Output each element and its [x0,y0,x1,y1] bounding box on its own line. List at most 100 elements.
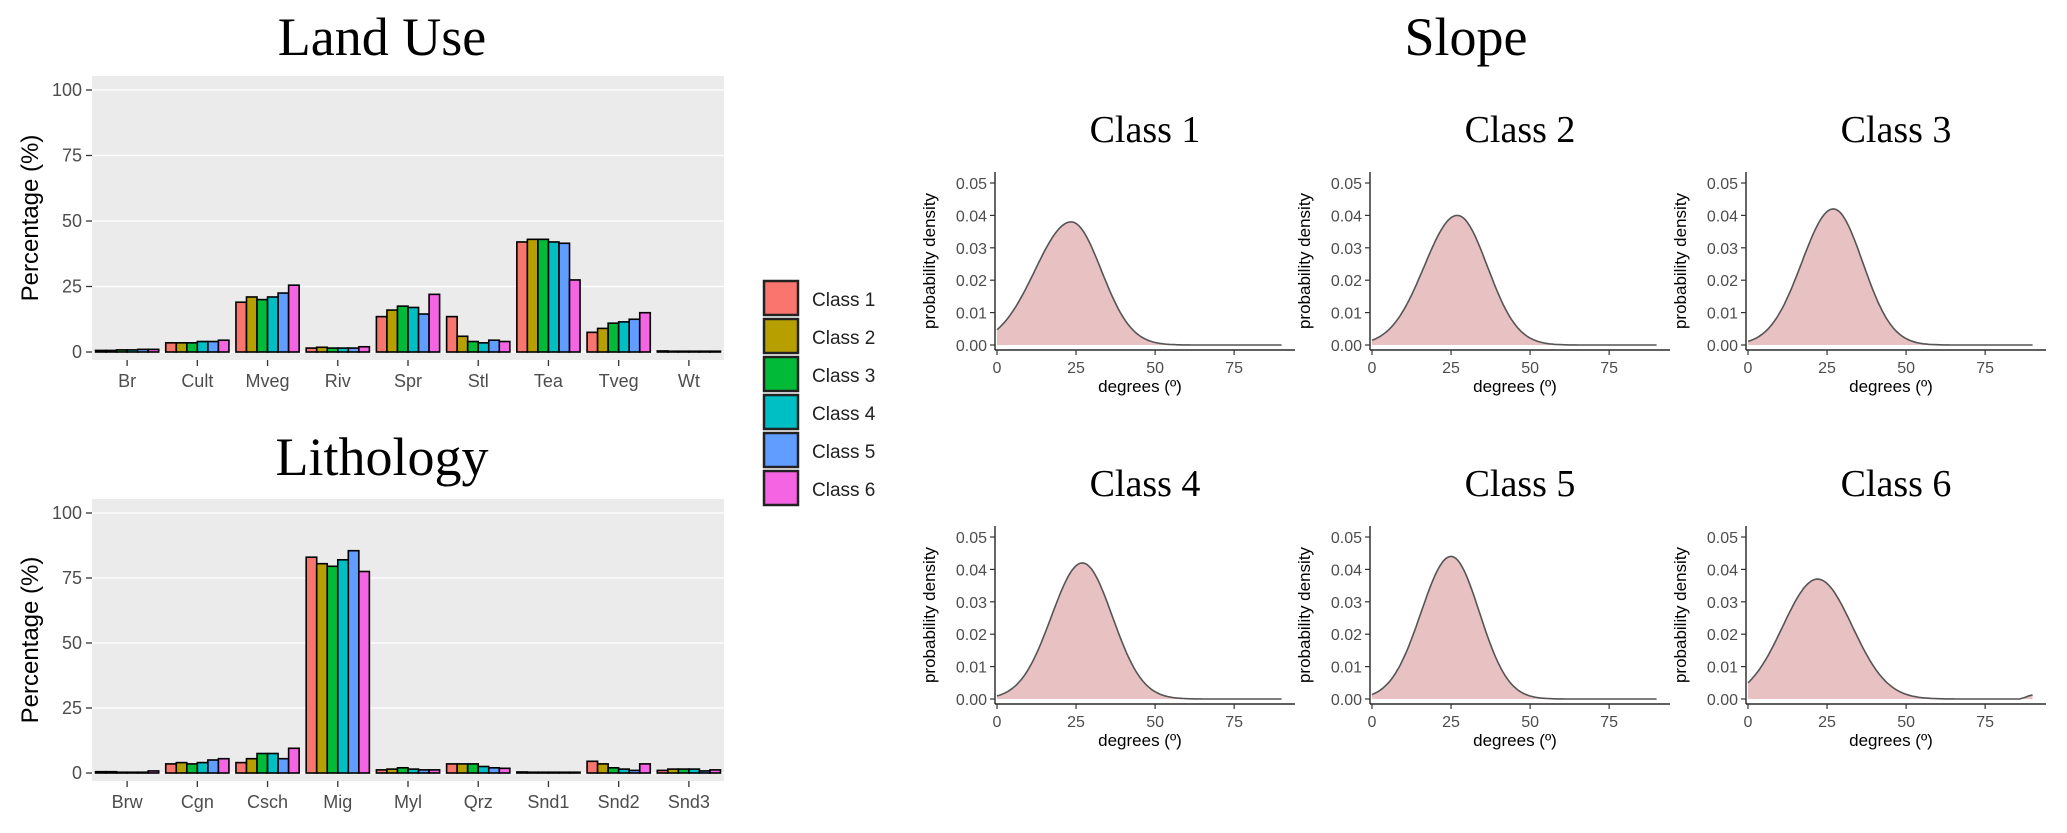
lithology-bar [628,769,641,774]
slope-panel-2-y-tick-label: 0.02 [1331,273,1362,290]
land-use-y-tick-label: 75 [62,146,82,166]
land-use-bar [688,350,701,353]
land-use-bar [115,349,128,353]
land-use-title: Land Use [278,7,486,67]
lithology-bar [667,768,680,774]
land-use-y-axis-label: Percentage (%) [17,135,44,302]
land-use-bar [164,342,178,353]
legend-label-class-3: Class 3 [812,366,875,387]
land-use-x-tick-label: Mveg [246,371,290,391]
lithology-bar [487,766,501,774]
slope-panel-2-title: Class 2 [1465,109,1576,151]
slope-panel-1-y-tick-label: 0.04 [956,208,987,225]
slope-panel-3-y-tick-label: 0.00 [1707,338,1738,355]
lithology-y-axis-label: Percentage (%) [17,557,44,724]
slope-panel-4-density-line [996,562,1282,700]
slope-panel-5-x-tick-label: 50 [1521,714,1539,731]
lithology-bar [498,767,511,774]
land-use-bar [207,340,220,353]
land-use-bar [277,292,290,353]
land-use-bar [136,348,149,353]
lithology-bar [568,771,581,774]
land-use-bar [547,241,560,353]
lithology-x-tick-label: Snd3 [668,792,710,812]
lithology-bar [547,771,560,774]
slope-panel-6-title: Class 6 [1841,463,1952,505]
slope-panel-5-y-tick-label: 0.00 [1331,692,1362,709]
slope-panel-6-density-line [1747,578,2033,700]
slope-panel-4-x-tick-label: 50 [1146,714,1164,731]
lithology-bar [94,770,107,774]
slope-panel-5-density-line [1371,555,1657,700]
slope-panel-6-x-axis-label: degrees (º) [1849,731,1933,750]
slope-panel-5-x-axis-label: degrees (º) [1473,731,1557,750]
lithology-bar [196,761,209,774]
slope-panel-2-y-axis-label: probability density [1295,192,1314,329]
legend: Class 1 Class 2 Class 3 Class 4 Class 5 … [762,279,876,507]
legend-key-class-4 [762,393,800,431]
slope-panel-1-x-axis-label: degrees (º) [1098,377,1182,396]
slope-panel-4-x-axis-label: degrees (º) [1098,731,1182,750]
slope-panel-3-y-tick-label: 0.04 [1707,208,1738,225]
land-use-bar [568,279,581,353]
land-use-bar [638,311,652,353]
legend-label-class-2: Class 2 [812,328,875,349]
slope-panels: Class 1 0.00 0.01 0.02 0.03 0.04 0.05 0 25 50 75 de… [920,109,2046,750]
slope-panel-1-y-axis-label: probability density [920,192,939,329]
land-use-bar [287,284,300,353]
land-use-x-tick-label: Tveg [599,371,639,391]
land-use-bar [417,313,430,353]
lithology-bar [277,757,290,774]
land-use-bar [586,331,599,353]
lithology-bar [375,769,388,774]
lithology-bar [537,771,550,774]
legend-label-class-6: Class 6 [812,480,875,501]
land-use-bar [266,296,279,353]
lithology-x-tick-label: Brw [112,792,144,812]
land-use-bar [375,315,388,353]
lithology-bar [164,763,178,774]
slope-panel-5-y-tick-label: 0.01 [1331,660,1362,677]
land-use-bar [656,350,669,353]
slope-panel-4-y-tick-label: 0.05 [956,530,987,547]
slope-panel-3-x-tick-label: 75 [1976,360,1994,377]
slope-panel-3-density-line [1747,208,2033,346]
land-use-bar [558,242,571,353]
slope-panel-6-y-tick-label: 0.02 [1707,627,1738,644]
slope-panel-3-y-tick-label: 0.01 [1707,306,1738,323]
land-use-bar [428,293,441,353]
lithology-bar [147,770,160,774]
slope-panel-2-y-tick-label: 0.00 [1331,338,1362,355]
slope-panel-1-x-tick-label: 0 [993,360,1002,377]
lithology-y-tick-label: 100 [52,503,82,523]
land-use-bar [336,347,350,353]
slope-panel-5-x-tick-label: 75 [1600,714,1618,731]
lithology-x-tick-label: Cgn [181,792,214,812]
slope-panel-1-y-tick-label: 0.02 [956,273,987,290]
lithology-bar [315,562,329,774]
lithology-chart: 0 25 50 75 100 Percentage (%) Brw Cgn Csch Mig Myl… [17,499,724,812]
land-use-y-tick-label: 25 [62,277,82,297]
slope-panel-6-density-area [1748,579,2033,699]
slope-panel-1-y-tick-label: 0.05 [956,176,987,193]
lithology-bar [677,768,690,774]
legend-label-class-4: Class 4 [812,404,876,425]
lithology-x-tick-label: Mig [323,792,352,812]
slope-title: Slope [1404,7,1527,67]
land-use-bar [445,315,458,353]
land-use-bar [315,346,329,353]
slope-panel-3-y-tick-label: 0.02 [1707,273,1738,290]
lithology-bar [407,768,420,774]
slope-panel-6-y-tick-label: 0.03 [1707,595,1738,612]
slope-panel-5-y-tick-label: 0.03 [1331,595,1362,612]
land-use-bar [358,345,371,353]
slope-panel-2-x-axis-label: degrees (º) [1473,377,1557,396]
lithology-bar [558,771,571,774]
legend-key-class-6 [762,469,800,507]
slope-panel-2-x-tick-label: 0 [1368,360,1377,377]
lithology-bar [638,763,652,774]
lithology-bar [287,747,300,774]
slope-panel-1-density-line [996,221,1282,346]
lithology-bar [245,757,258,774]
